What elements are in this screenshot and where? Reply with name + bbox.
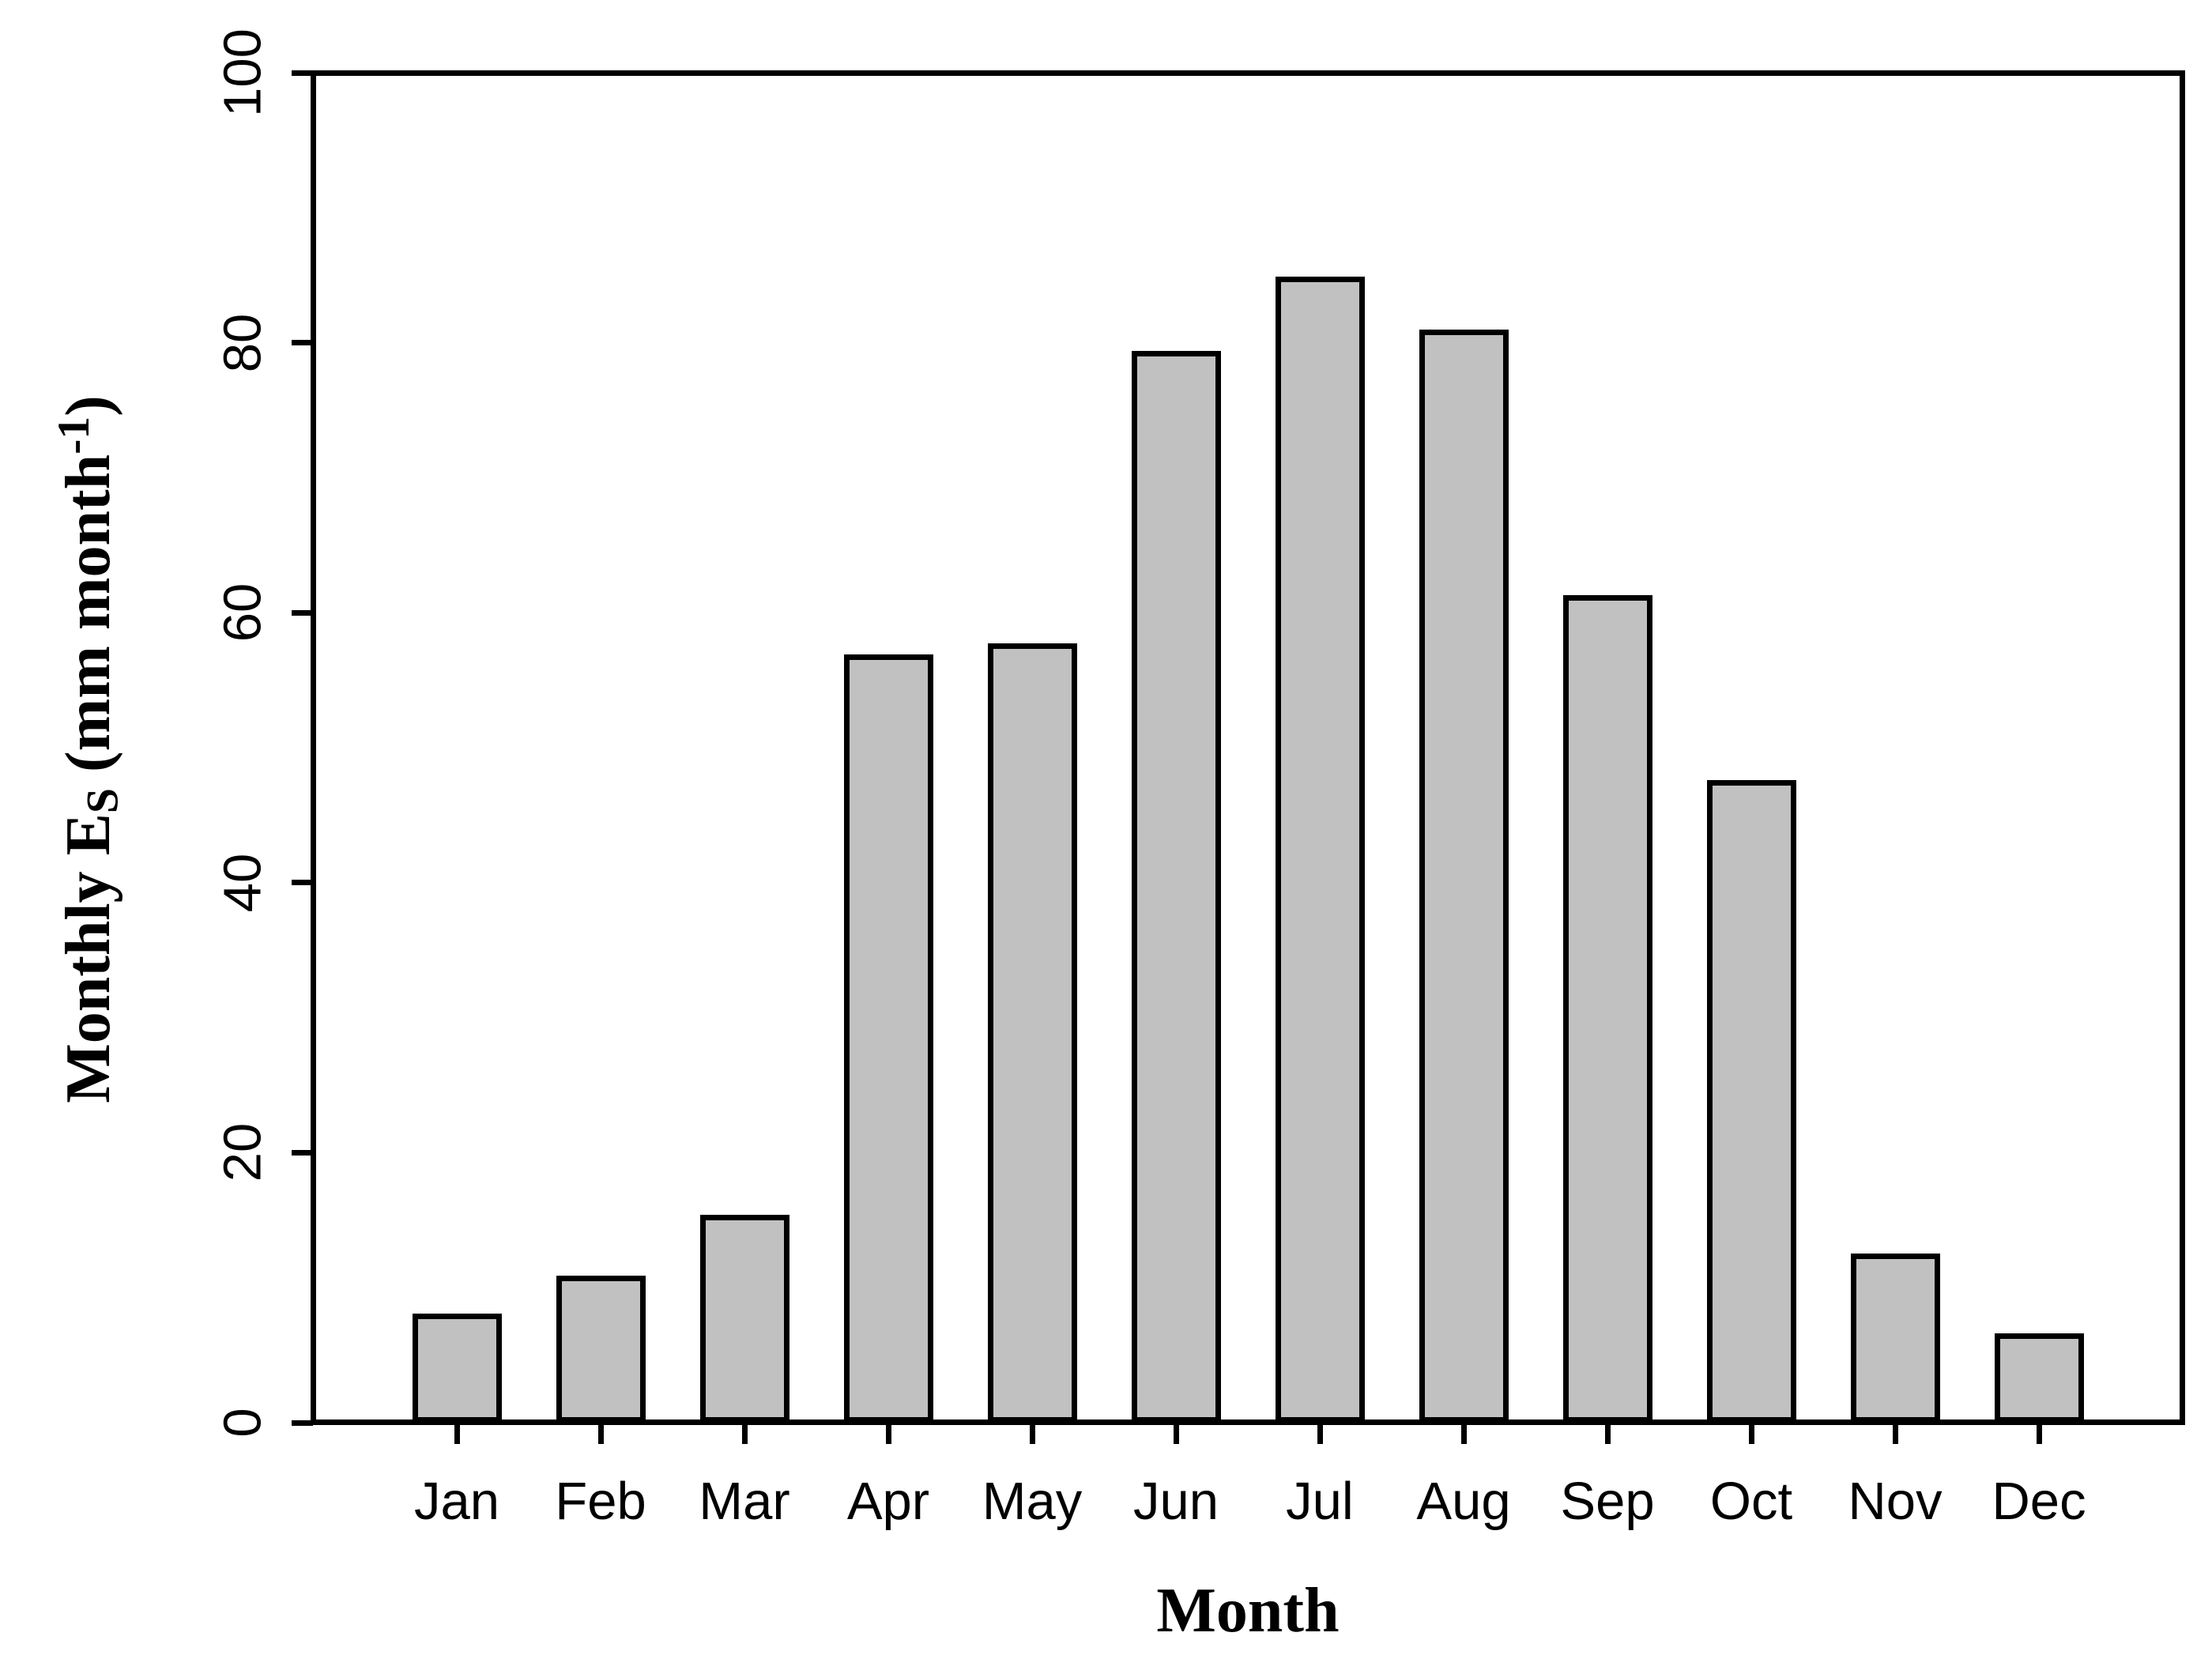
y-axis-title-subscript: S <box>77 788 128 814</box>
y-tick-40 <box>292 880 313 886</box>
y-axis-title-prefix: Monthly E <box>53 813 123 1103</box>
x-tick-label-jun: Jun <box>1132 1472 1219 1531</box>
y-tick-label-80: 80 <box>213 313 273 372</box>
x-tick-label-sep: Sep <box>1560 1472 1655 1531</box>
x-tick-label-oct: Oct <box>1709 1472 1793 1531</box>
y-axis-title-superscript: -1 <box>49 416 100 454</box>
x-tick-may <box>1029 1423 1035 1444</box>
y-tick-label-40: 40 <box>213 853 273 913</box>
x-tick-label-mar: Mar <box>699 1472 790 1531</box>
bar-apr <box>843 654 933 1423</box>
x-tick-label-may: May <box>982 1472 1083 1531</box>
bar-jul <box>1275 277 1365 1423</box>
y-tick-label-60: 60 <box>213 583 273 643</box>
plot-frame <box>311 70 2185 1425</box>
y-axis-title-middle: (mm month <box>53 454 123 789</box>
bar-may <box>987 643 1077 1423</box>
bar-jan <box>412 1314 502 1423</box>
x-axis-title: Month <box>1156 1576 1340 1646</box>
x-tick-nov <box>1892 1423 1898 1444</box>
bar-jun <box>1131 351 1221 1423</box>
x-tick-jun <box>1173 1423 1179 1444</box>
y-tick-20 <box>292 1149 313 1156</box>
x-tick-label-nov: Nov <box>1848 1472 1943 1531</box>
x-tick-jan <box>454 1423 460 1444</box>
x-tick-mar <box>741 1423 748 1444</box>
x-tick-label-apr: Apr <box>846 1472 930 1531</box>
y-tick-80 <box>292 340 313 346</box>
bar-feb <box>556 1276 646 1423</box>
x-tick-label-aug: Aug <box>1416 1472 1511 1531</box>
x-tick-sep <box>1604 1423 1611 1444</box>
y-tick-label-100: 100 <box>213 28 273 117</box>
y-axis-title-suffix: ) <box>53 395 123 417</box>
x-tick-label-jul: Jul <box>1286 1472 1354 1531</box>
x-tick-label-feb: Feb <box>555 1472 646 1531</box>
y-tick-60 <box>292 609 313 616</box>
x-tick-jul <box>1317 1423 1323 1444</box>
bar-oct <box>1706 780 1796 1423</box>
x-tick-dec <box>2036 1423 2042 1444</box>
x-tick-aug <box>1460 1423 1467 1444</box>
x-tick-label-dec: Dec <box>1992 1472 2086 1531</box>
bar-aug <box>1419 330 1509 1423</box>
bar-sep <box>1562 595 1652 1423</box>
y-tick-0 <box>292 1420 313 1426</box>
x-tick-label-jan: Jan <box>413 1472 500 1531</box>
y-tick-label-0: 0 <box>213 1408 273 1438</box>
y-axis-title: Monthly ES (mm month-1) <box>49 395 128 1103</box>
x-tick-apr <box>885 1423 891 1444</box>
x-tick-feb <box>597 1423 604 1444</box>
y-tick-label-20: 20 <box>213 1123 273 1182</box>
bar-nov <box>1850 1254 1940 1423</box>
x-tick-oct <box>1748 1423 1754 1444</box>
y-tick-100 <box>292 70 313 76</box>
